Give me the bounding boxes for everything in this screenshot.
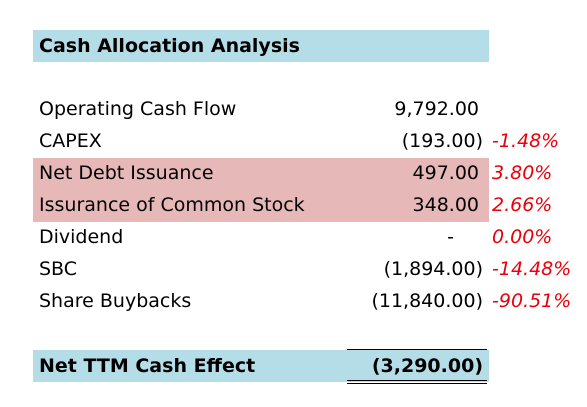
table-row-operating-cash-flow: Operating Cash Flow 9,792.00 <box>0 94 587 126</box>
row-value: 9,792.00 <box>394 98 479 120</box>
total-double-underline-2 <box>347 383 487 384</box>
row-percent: 0.00% <box>492 226 553 248</box>
row-label: Net Debt Issuance <box>39 162 214 184</box>
table-row-dividend: Dividend - 0.00% <box>0 222 587 254</box>
row-value: (1,894.00) <box>383 258 483 280</box>
row-value: (11,840.00) <box>371 290 483 312</box>
title-band <box>33 30 489 62</box>
row-label: SBC <box>39 258 78 280</box>
table-row-sbc: SBC (1,894.00) -14.48% <box>0 254 587 286</box>
row-label: Dividend <box>39 226 124 248</box>
row-label: Operating Cash Flow <box>39 98 237 120</box>
table-row-common-stock: Issurance of Common Stock 348.00 2.66% <box>0 190 587 222</box>
row-label: Share Buybacks <box>39 290 192 312</box>
total-band <box>33 350 489 382</box>
sheet-title: Cash Allocation Analysis <box>39 35 300 57</box>
row-value: - <box>447 226 454 248</box>
total-double-underline-1 <box>347 380 487 381</box>
total-label: Net TTM Cash Effect <box>39 355 256 377</box>
row-value: (193.00) <box>401 130 483 152</box>
row-label: CAPEX <box>39 130 102 152</box>
table-row-share-buybacks: Share Buybacks (11,840.00) -90.51% <box>0 286 587 318</box>
row-percent: 3.80% <box>492 162 553 184</box>
total-top-border <box>347 349 487 350</box>
row-percent: 2.66% <box>492 194 553 216</box>
row-highlight-common-stock <box>33 190 489 222</box>
row-percent: -90.51% <box>492 290 572 312</box>
row-value: 348.00 <box>412 194 479 216</box>
total-value: (3,290.00) <box>371 355 483 377</box>
table-row-net-debt-issuance: Net Debt Issuance 497.00 3.80% <box>0 158 587 190</box>
row-percent: -14.48% <box>492 258 572 280</box>
row-percent: -1.48% <box>492 130 560 152</box>
table-row-capex: CAPEX (193.00) -1.48% <box>0 126 587 158</box>
row-highlight-net-debt <box>33 158 489 190</box>
row-label: Issurance of Common Stock <box>39 194 305 216</box>
row-value: 497.00 <box>412 162 479 184</box>
